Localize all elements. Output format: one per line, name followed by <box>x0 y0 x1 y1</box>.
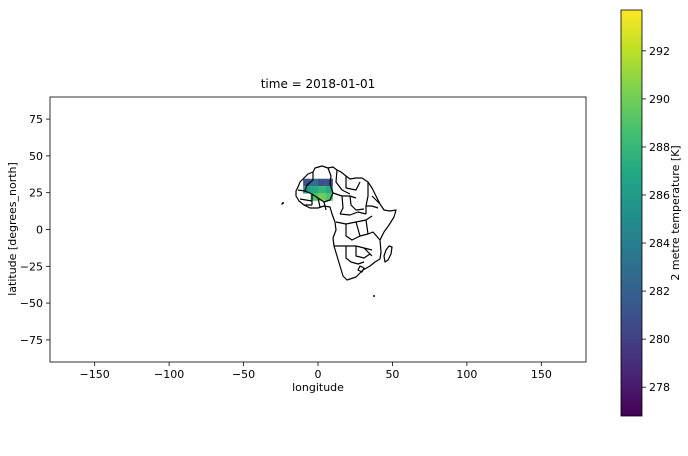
x-tick-label: 100 <box>456 368 477 381</box>
colorbar-axis: 278 280 282 284 286 288 290 292 <box>642 45 670 394</box>
x-tick-label: −100 <box>154 368 184 381</box>
borders-east-africa <box>365 182 381 214</box>
y-tick-label: −25 <box>20 260 43 273</box>
border-algeria <box>304 167 334 203</box>
x-tick-label: 150 <box>531 368 552 381</box>
borders-central-africa <box>332 192 381 241</box>
y-axis-label: latitude [degrees_north] <box>6 162 19 296</box>
heatmap-cell <box>318 193 326 201</box>
chart-title: time = 2018-01-01 <box>261 77 376 91</box>
heatmap-cell <box>318 178 326 187</box>
plot-frame <box>49 96 587 363</box>
y-tick-label: 75 <box>29 113 43 126</box>
x-tick-label: −150 <box>80 368 110 381</box>
heatmap-cell <box>310 186 318 194</box>
y-tick-label: 50 <box>29 150 43 163</box>
x-tick-label: 0 <box>315 368 322 381</box>
colorbar-label: 2 metre temperature [K] <box>669 145 682 280</box>
heatmap-cell <box>325 193 333 201</box>
y-tick-label: 0 <box>36 224 43 237</box>
colorbar <box>620 9 643 417</box>
heatmap-cell <box>310 178 318 187</box>
y-axis: 75 50 25 0 −25 −50 −75 <box>20 113 50 347</box>
borders-west-africa <box>297 189 327 211</box>
colorbar-tick-label: 290 <box>649 93 670 106</box>
colorbar-tick-label: 278 <box>649 381 670 394</box>
borders-north-africa <box>335 169 361 195</box>
africa-coastline <box>295 165 397 281</box>
borders-southern-africa <box>334 245 373 273</box>
island-mauritius <box>373 295 375 297</box>
heatmap-cell <box>303 186 311 194</box>
colorbar-tick-label: 292 <box>649 45 670 58</box>
madagascar-outline <box>383 245 393 263</box>
x-axis: −150 −100 −50 0 50 100 150 <box>80 362 552 381</box>
colorbar-tick-label: 280 <box>649 333 670 346</box>
x-axis-label: longitude <box>292 381 344 394</box>
africa-outline <box>295 165 397 281</box>
heatmap-cell <box>310 193 318 201</box>
colorbar-tick-label: 282 <box>649 285 670 298</box>
heatmap-cell <box>325 178 333 187</box>
y-tick-label: 25 <box>29 187 43 200</box>
colorbar-tick-label: 288 <box>649 141 670 154</box>
heatmap-cell <box>303 178 311 187</box>
y-tick-label: −50 <box>20 297 43 310</box>
x-tick-label: 50 <box>385 368 399 381</box>
y-tick-label: −75 <box>20 334 43 347</box>
heatmap-cell <box>325 186 333 194</box>
island-cape-verde <box>281 203 283 205</box>
map-layer <box>281 165 397 297</box>
heatmap-cells <box>303 178 333 201</box>
colorbar-tick-label: 286 <box>649 189 670 202</box>
x-tick-label: −50 <box>232 368 255 381</box>
colorbar-tick-label: 284 <box>649 237 670 250</box>
heatmap-cell <box>318 186 326 194</box>
